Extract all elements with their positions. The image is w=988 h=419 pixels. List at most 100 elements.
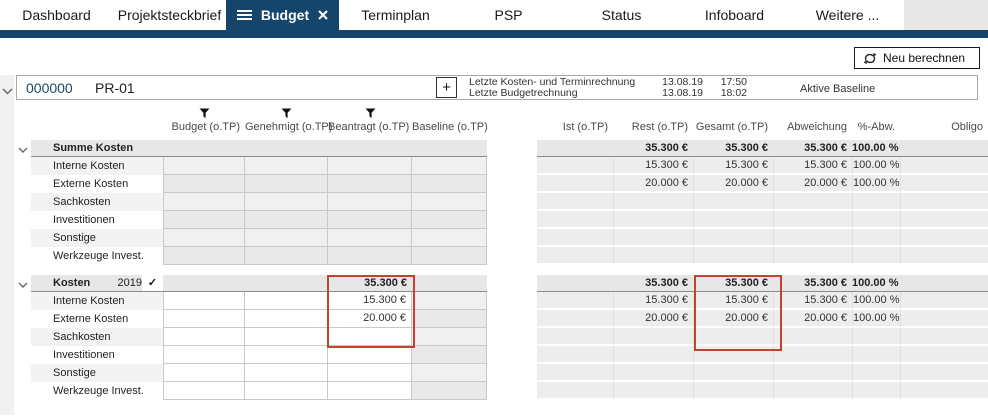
section-header-right: 35.300 € 35.300 € 35.300 € 100.00 % [537,140,988,157]
cell-genehmigt[interactable] [245,346,328,364]
column-gap [487,364,537,382]
cell-rest: 15.300 € [613,292,693,310]
cell-beantragt[interactable] [328,328,412,346]
recalculate-button[interactable]: Neu berechnen [854,47,980,69]
cell-ist [537,193,613,211]
row-label: Sachkosten [31,328,163,346]
tab-terminplan[interactable]: Terminplan [339,0,452,30]
cell-budget[interactable] [163,346,245,364]
column-header-pct_abw[interactable]: %-Abw. [857,121,895,133]
column-header-baseline[interactable]: Baseline (o.TP) [412,121,488,133]
project-header-row[interactable]: 000000 PR-01 + Letzte Kosten- und Termin… [16,75,978,100]
column-header-abweichung[interactable]: Abweichung [787,121,847,133]
tab-infoboard[interactable]: Infoboard [678,0,791,30]
cell-beantragt [328,247,412,265]
cell-genehmigt [245,229,328,247]
section-total-budget [163,275,245,291]
cell-budget [163,229,245,247]
cell-ist [537,211,613,229]
column-header-ist[interactable]: Ist (o.TP) [562,121,608,133]
chevron-down-icon[interactable] [2,82,13,100]
tabbar-accent-bar [0,30,988,38]
cell-gesamt: 20.000 € [693,310,773,328]
chevron-down-icon[interactable] [18,144,28,156]
column-gap [487,328,537,346]
cell-pct_abw [852,211,900,229]
section-total-abweichung: 35.300 € [804,142,847,154]
cell-budget[interactable] [163,310,245,328]
cell-budget[interactable] [163,364,245,382]
add-button[interactable]: + [436,77,457,98]
close-icon[interactable] [318,10,328,20]
cell-rest [613,247,693,265]
cell-gesamt [693,328,773,346]
cell-pct_abw [852,346,900,364]
cell-beantragt[interactable] [328,346,412,364]
cell-budget[interactable] [163,328,245,346]
cell-budget[interactable] [163,292,245,310]
column-header-beantragt[interactable]: Beantragt (o.TP) [328,121,410,133]
section-total-rest: 35.300 € [645,277,688,289]
cell-genehmigt[interactable] [245,310,328,328]
cell-abweichung: 15.300 € [773,157,852,175]
column-header-rest[interactable]: Rest (o.TP) [631,121,688,133]
cell-beantragt[interactable] [328,364,412,382]
cell-baseline [412,211,487,229]
cell-genehmigt [245,157,328,175]
cell-beantragt[interactable]: 20.000 € [328,310,412,328]
cell-genehmigt[interactable] [245,328,328,346]
tab-projektsteckbrief[interactable]: Projektsteckbrief [113,0,226,30]
cell-gesamt [693,247,773,265]
tabbar: Dashboard Projektsteckbrief Budget Terminpl… [0,0,988,30]
tab-weitere[interactable]: Weitere ... [791,0,904,30]
chevron-down-icon[interactable] [18,279,28,291]
cell-ist [537,292,613,310]
cell-obligo [900,229,988,247]
table-row: Sachkosten [31,193,988,211]
row-label: Interne Kosten [31,157,163,175]
cell-abweichung: 20.000 € [773,175,852,193]
column-header-genehmigt[interactable]: Genehmigt (o.TP) [245,121,333,133]
column-header-budget[interactable]: Budget (o.TP) [171,121,240,133]
cell-budget[interactable] [163,382,245,400]
tab-dashboard[interactable]: Dashboard [0,0,113,30]
section-total-ist [537,140,613,156]
cell-gesamt: 15.300 € [693,157,773,175]
section-header-row[interactable]: Kosten 2019 ✓ 35.300 €35.300 €35.300 €35.30… [18,275,988,292]
cell-gesamt [693,364,773,382]
column-gap [487,157,537,175]
filter-icon[interactable] [328,108,412,119]
cell-budget [163,157,245,175]
cell-genehmigt[interactable] [245,364,328,382]
cell-beantragt[interactable]: 15.300 € [328,292,412,310]
section-total-genehmigt [245,275,328,291]
column-header-obligo[interactable]: Obligo [951,121,983,133]
cell-budget [163,175,245,193]
header-row-spacer [31,119,163,136]
column-header-gesamt[interactable]: Gesamt (o.TP) [695,121,768,133]
tab-status[interactable]: Status [565,0,678,30]
tab-label: Dashboard [22,7,91,23]
cell-rest [613,328,693,346]
section-total-baseline [412,275,487,291]
section-year [133,140,166,156]
cell-obligo [900,310,988,328]
cell-genehmigt[interactable] [245,382,328,400]
cell-budget [163,247,245,265]
tab-budget[interactable]: Budget [226,0,339,30]
menu-icon[interactable] [236,8,252,22]
checkmark-icon[interactable]: ✓ [142,275,163,291]
tab-psp[interactable]: PSP [452,0,565,30]
filter-icon[interactable] [163,108,245,119]
column-gap [487,346,537,364]
section-total-beantragt [339,140,417,156]
cell-baseline [412,157,487,175]
section-total-rest: 35.300 € [645,142,688,154]
filter-icon[interactable] [245,108,328,119]
cell-genehmigt[interactable] [245,292,328,310]
cell-ist [537,229,613,247]
cell-beantragt[interactable] [328,382,412,400]
section-summe-kosten: Summe Kosten 35.300 € 35.300 € 35.300 € 100.… [18,140,988,265]
info-label: Letzte Kosten- und Terminrechnung [469,76,636,88]
section-header-row[interactable]: Summe Kosten 35.300 € 35.300 € 35.300 € 100.… [18,140,988,157]
